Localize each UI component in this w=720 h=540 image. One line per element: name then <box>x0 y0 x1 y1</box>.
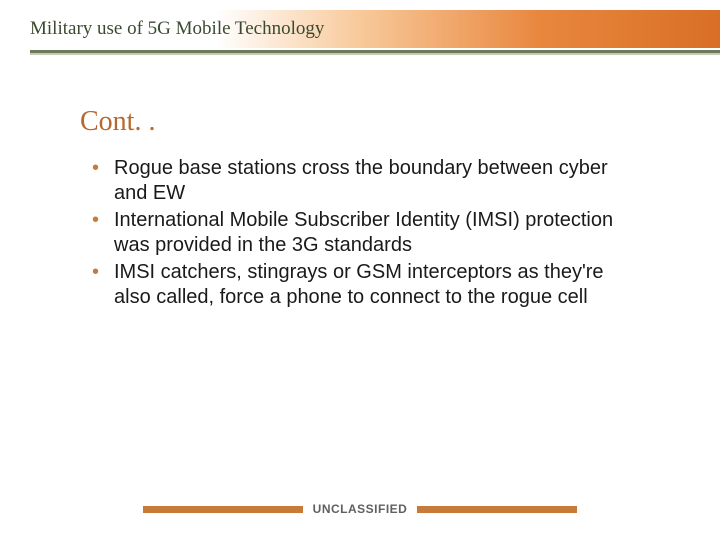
footer-bar-right <box>417 506 577 513</box>
bullet-item: IMSI catchers, stingrays or GSM intercep… <box>88 260 640 310</box>
classification-label: UNCLASSIFIED <box>313 502 408 516</box>
bullet-item: Rogue base stations cross the boundary b… <box>88 156 640 206</box>
slide-header-title: Military use of 5G Mobile Technology <box>30 18 324 40</box>
bullet-item: International Mobile Subscriber Identity… <box>88 208 640 258</box>
slide-header: Military use of 5G Mobile Technology <box>0 0 720 58</box>
header-rule-shadow <box>30 53 720 55</box>
slide-footer: UNCLASSIFIED <box>0 502 720 516</box>
bullet-list: Rogue base stations cross the boundary b… <box>80 156 640 310</box>
section-title: Cont. . <box>80 106 640 138</box>
slide-content: Cont. . Rogue base stations cross the bo… <box>0 58 720 310</box>
footer-bar-left <box>143 506 303 513</box>
